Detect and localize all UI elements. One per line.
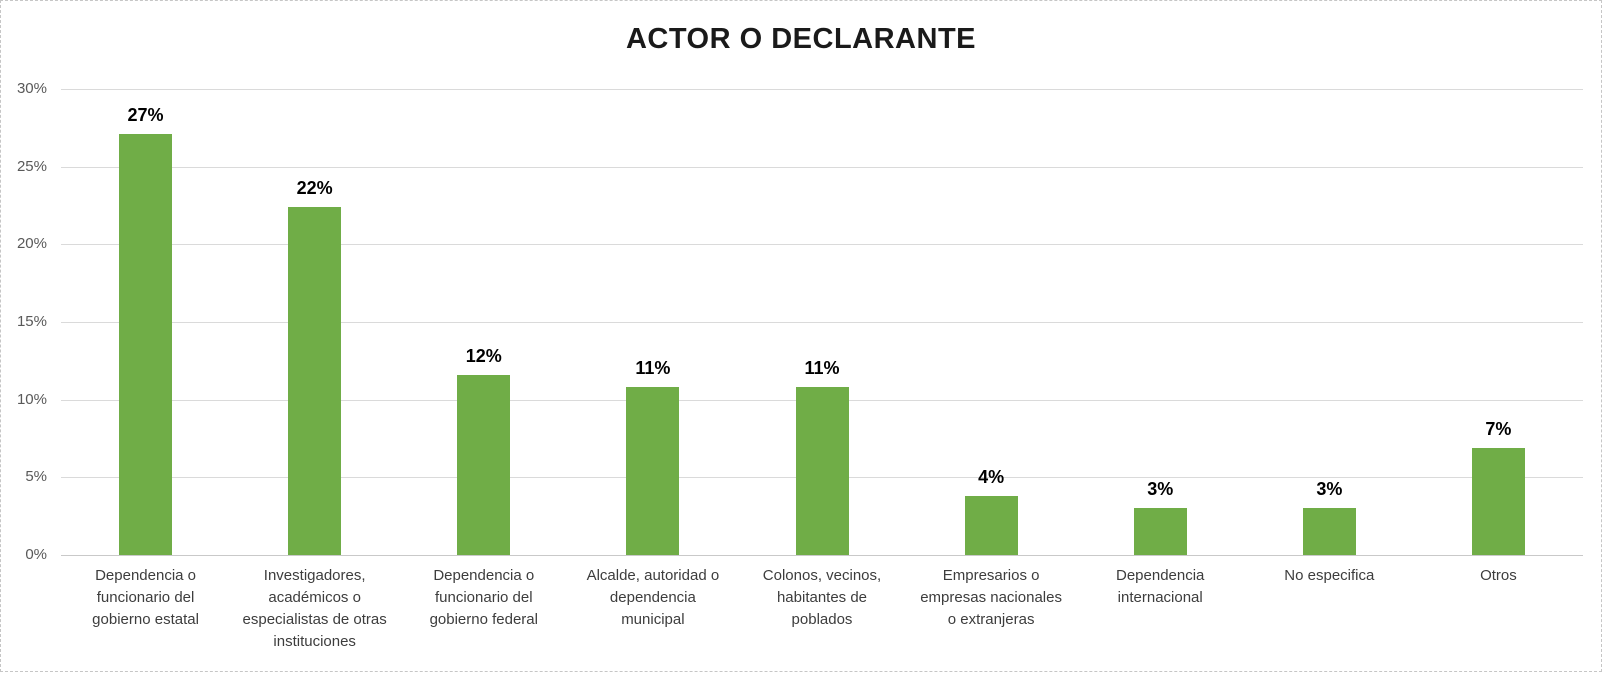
bar [457,375,511,555]
x-category-label: Dependencia o funcionario del gobierno e… [92,567,199,628]
bar-value-label: 22% [296,178,333,198]
bar-value-label: 7% [1485,419,1512,439]
bar-value-label: 4% [978,467,1005,487]
x-category-label: Investigadores, académicos o especialist… [242,567,387,650]
x-category-label: Colonos, vecinos, habitantes de poblados [762,567,882,628]
bar [288,207,342,555]
bar-value-label: 3% [1147,479,1174,499]
bar [626,387,680,555]
bar-value-label: 27% [127,105,164,125]
x-category-label: Empresarios o empresas nacionales o extr… [920,567,1062,628]
y-tick-label: 25% [16,157,47,175]
y-tick-label: 30% [16,80,47,97]
x-category-label: Alcalde, autoridad o dependencia municip… [586,567,720,628]
x-category-label: Otros [1480,567,1517,584]
bar [119,134,173,555]
bar-value-label: 11% [635,358,671,378]
bar-value-label: 3% [1316,479,1343,499]
x-category-label: Dependencia o funcionario del gobierno f… [429,567,538,628]
bar-value-label: 11% [804,358,840,378]
gridline [61,244,1583,246]
gridline [61,166,1583,168]
bar [964,496,1018,555]
bar [1471,448,1525,555]
x-category-label: Dependencia internacional [1116,567,1205,606]
y-tick-label: 15% [16,313,47,330]
bar [1133,508,1187,555]
bar [1302,508,1356,555]
bar-value-label: 12% [465,346,502,366]
gridline [61,322,1583,323]
bar [795,387,849,555]
x-category-label: No especifica [1284,567,1375,584]
y-tick-label: 20% [16,235,47,253]
chart-title: ACTOR O DECLARANTE [625,23,977,55]
gridline [61,89,1583,90]
y-tick-label: 0% [25,546,47,563]
x-axis-line [61,555,1583,556]
y-tick-label: 10% [16,390,47,408]
y-tick-label: 5% [25,468,47,486]
